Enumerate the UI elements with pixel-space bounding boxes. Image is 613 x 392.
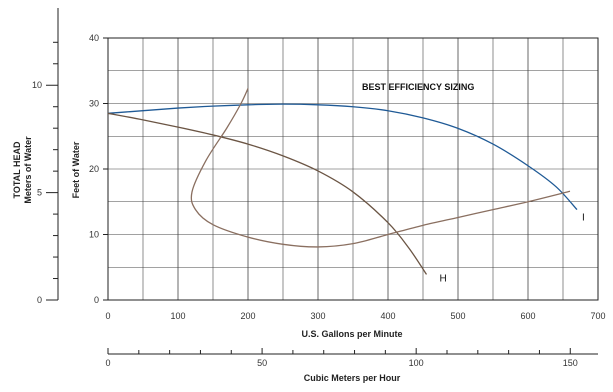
y-tick-label: 20 <box>89 164 99 174</box>
series-line-3 <box>190 88 571 248</box>
curve-label-h: H <box>440 273 447 284</box>
series-line-i <box>107 103 578 211</box>
x-tick-label: 700 <box>590 311 605 321</box>
series-lines: IH <box>107 88 585 284</box>
y-tick-label: 10 <box>89 230 99 240</box>
x-tick-label: 400 <box>380 311 395 321</box>
secondary-y-axis-title-line1: TOTAL HEAD <box>12 141 22 199</box>
y-tick-label: 30 <box>89 99 99 109</box>
x-tick-label: 200 <box>240 311 255 321</box>
x-tick-label: 500 <box>450 311 465 321</box>
secondary-x-tick-label: 100 <box>409 358 424 368</box>
chart-labels: BEST EFFICIENCY SIZING U.S. Gallons per … <box>12 82 474 383</box>
secondary-y-axis-title-line2: Meters of Water <box>23 136 33 204</box>
secondary-y-tick-label: 5 <box>37 188 42 198</box>
secondary-x-tick-label: 150 <box>563 358 578 368</box>
x-tick-label: 300 <box>310 311 325 321</box>
series-line-h <box>107 112 428 275</box>
x-tick-label: 0 <box>105 311 110 321</box>
secondary-x-axis-title: Cubic Meters per Hour <box>304 373 401 383</box>
y-axis-title: Feet of Water <box>71 141 81 198</box>
secondary-y-tick-label: 0 <box>37 295 42 305</box>
curve-label-i: I <box>582 213 585 224</box>
y-tick-label: 40 <box>89 33 99 43</box>
secondary-x-tick-label: 50 <box>257 358 267 368</box>
secondary-x-tick-label: 0 <box>105 358 110 368</box>
x-tick-label: 600 <box>520 311 535 321</box>
grid <box>107 37 599 301</box>
y-tick-label: 0 <box>94 295 99 305</box>
secondary-y-tick-label: 10 <box>32 80 42 90</box>
x-tick-label: 100 <box>170 311 185 321</box>
x-axis-title: U.S. Gallons per Minute <box>301 329 402 339</box>
annotation-best-efficiency-sizing: BEST EFFICIENCY SIZING <box>362 82 474 92</box>
